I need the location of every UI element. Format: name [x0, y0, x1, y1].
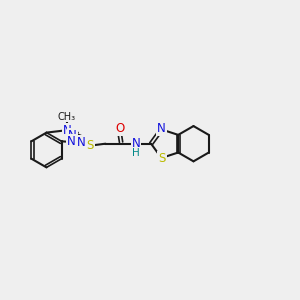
Text: CH₃: CH₃	[58, 112, 76, 122]
Text: N: N	[68, 129, 77, 142]
Text: N: N	[62, 124, 71, 137]
Text: H: H	[132, 148, 140, 158]
Text: S: S	[86, 139, 94, 152]
Text: O: O	[115, 122, 124, 135]
Text: N: N	[132, 137, 140, 150]
Text: N: N	[77, 136, 86, 149]
Text: N: N	[67, 135, 75, 148]
Text: S: S	[158, 152, 166, 165]
Text: N: N	[157, 122, 166, 135]
